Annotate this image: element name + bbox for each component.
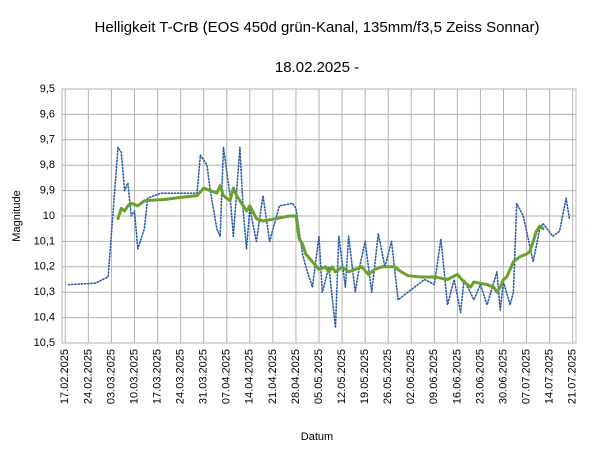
x-tick-label: 03.03.2025: [105, 349, 117, 404]
x-tick-label: 16.06.2025: [451, 349, 463, 404]
x-tick-label: 17.02.2025: [59, 349, 71, 404]
y-tick-label: 10,5: [34, 337, 55, 349]
x-tick-label: 26.05.2025: [382, 349, 394, 404]
x-tick-label: 10.03.2025: [128, 349, 140, 404]
y-tick-label: 10,1: [34, 235, 55, 247]
y-tick-label: 10: [43, 210, 55, 222]
x-tick-label: 05.05.2025: [313, 349, 325, 404]
y-tick-label: 9,6: [40, 108, 55, 120]
y-tick-label: 9,7: [40, 134, 55, 146]
x-tick-label: 30.06.2025: [497, 349, 509, 404]
data-line-dotted: [67, 146, 571, 329]
plot-frame: [61, 88, 577, 344]
x-tick-label: 09.06.2025: [428, 349, 440, 404]
x-tick-label: 07.04.2025: [221, 349, 233, 404]
x-tick-label: 24.03.2025: [175, 349, 187, 404]
y-tick-label: 10,4: [34, 312, 55, 324]
y-tick-label: 9,5: [40, 83, 55, 95]
y-tick-label: 10,3: [34, 286, 55, 298]
x-tick-label: 14.04.2025: [244, 349, 256, 404]
x-tick-label: 19.05.2025: [359, 349, 371, 404]
data-line-smoothed: [116, 184, 545, 294]
x-tick-label: 02.06.2025: [405, 349, 417, 404]
x-tick-label: 14.07.2025: [544, 349, 556, 404]
x-tick-label: 07.07.2025: [520, 349, 532, 404]
x-tick-label: 12.05.2025: [336, 349, 348, 404]
y-tick-label: 9,9: [40, 185, 55, 197]
x-tick-label: 24.02.2025: [82, 349, 94, 404]
x-tick-label: 21.04.2025: [267, 349, 279, 404]
y-axis-label: Magnitude: [11, 190, 23, 241]
chart-subtitle: 18.02.2025 -: [275, 59, 359, 76]
x-tick-label: 21.07.2025: [567, 349, 579, 404]
chart-title: Helligkeit T-CrB (EOS 450d grün-Kanal, 1…: [95, 19, 540, 36]
grid: [62, 88, 576, 344]
x-tick-label: 23.06.2025: [474, 349, 486, 404]
x-tick-label: 28.04.2025: [290, 349, 302, 404]
y-tick-label: 9,8: [40, 159, 55, 171]
y-tick-label: 10,2: [34, 261, 55, 273]
x-tick-label: 17.03.2025: [151, 349, 163, 404]
x-axis-label: Datum: [301, 431, 333, 443]
x-tick-label: 31.03.2025: [198, 349, 210, 404]
